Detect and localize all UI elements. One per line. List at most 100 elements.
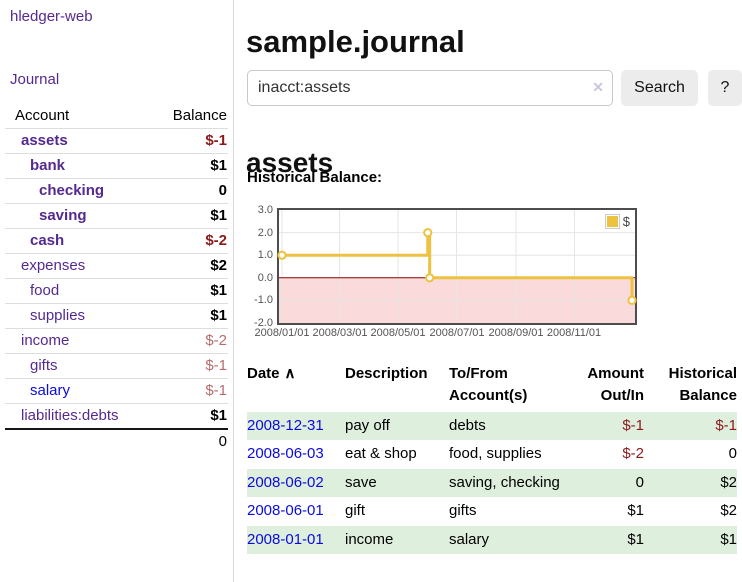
account-balance: $1 [155,153,228,179]
chart-plot-area[interactable]: $ [277,208,637,325]
x-tick-label: 2008/01/01 [254,327,310,339]
x-tick-label: 2008/07/01 [429,327,485,339]
register-row: 2008-01-01 income salary $1 $1 [247,525,737,554]
register-accounts: saving, checking [449,473,560,491]
account-row: supplies $1 [5,303,228,329]
account-row: income $-2 [5,328,228,354]
app-brand-link[interactable]: hledger-web [10,8,93,25]
register-row: 2008-06-01 gift gifts $1 $2 [247,497,737,526]
accounts-total-value: 0 [155,428,228,454]
account-row: saving $1 [5,203,228,229]
y-tick-label: 3.0 [257,204,273,216]
account-link[interactable]: income [21,332,70,349]
register-accounts: food, supplies [449,445,542,462]
account-balance: $-1 [155,353,228,379]
register-row: 2008-06-02 save saving, checking 0 $2 [247,468,737,497]
chart-legend: $ [604,214,630,229]
sort-ascending-icon: ∧ [284,365,296,382]
chart-label: Historical Balance: [247,169,383,186]
register-header-date[interactable]: Date ∧ [247,365,296,382]
account-row: cash $-2 [5,228,228,254]
x-tick-label: 2008/09/01 [488,327,544,339]
account-link[interactable]: liabilities:debts [21,407,119,424]
register-amount: $1 [627,530,644,548]
account-balance: $-1 [155,378,228,404]
register-header-row: Date ∧ Description To/From Account(s) Amo… [247,361,737,412]
register-description: eat & shop [345,445,417,462]
account-link[interactable]: supplies [30,307,86,324]
account-link[interactable]: cash [30,232,65,249]
register-header-accounts: To/From Account(s) [449,365,528,404]
account-balance: $1 [155,203,228,229]
accounts-header-balance: Balance [155,104,228,129]
account-row: salary $-1 [5,378,228,404]
register-header-balance: Historical Balance [668,365,737,404]
account-row: bank $1 [5,153,228,179]
register-balance: $2 [720,502,737,519]
register-date-link[interactable]: 2008-12-31 [247,416,324,434]
clear-search-icon[interactable]: ✕ [592,79,604,95]
register-amount: $-1 [622,416,644,434]
y-tick-label: 1.0 [257,249,273,261]
register-date-link[interactable]: 2008-06-03 [247,445,324,462]
register-description: save [345,473,377,491]
search-input[interactable] [247,70,613,106]
account-balance: $-1 [155,128,228,154]
register-header-amount: Amount Out/In [587,365,644,404]
chart-canvas [277,210,637,323]
account-link[interactable]: gifts [30,357,58,374]
account-link[interactable]: salary [30,382,71,399]
register-row: 2008-06-03 eat & shop food, supplies $-2 0 [247,440,737,469]
search-button[interactable]: Search [621,70,698,106]
register-accounts: gifts [449,502,477,519]
account-row: food $1 [5,278,228,304]
account-link[interactable]: expenses [21,257,86,274]
account-link[interactable]: food [30,282,60,299]
x-tick-label: 2008/11/01 [546,327,602,339]
legend-swatch-icon [604,214,620,229]
x-tick-label: 2008/05/01 [370,327,426,339]
account-link[interactable]: bank [30,157,66,174]
nav-journal-link[interactable]: Journal [10,71,60,88]
register-amount: $1 [627,502,644,519]
legend-label: $ [622,214,630,229]
account-row: liabilities:debts $1 [5,403,228,430]
accounts-total-row: 0 [5,428,228,454]
account-row: gifts $-1 [5,353,228,379]
accounts-table: Account Balance assets $-1 bank $1 checking 0… [5,104,228,454]
register-amount: 0 [635,473,644,491]
accounts-header-account: Account [5,104,156,129]
accounts-header-row: Account Balance [5,104,228,129]
register-description: income [345,530,394,548]
x-tick-label: 2008/03/01 [312,327,368,339]
account-balance: $-2 [155,328,228,354]
account-balance: $2 [155,253,228,279]
register-date-link[interactable]: 2008-01-01 [247,530,324,548]
account-balance: $1 [155,303,228,329]
account-link[interactable]: checking [39,182,105,199]
register-amount: $-2 [622,445,644,462]
register-balance: $-1 [715,416,737,434]
y-tick-label: -2.0 [254,317,273,329]
account-balance: 0 [155,178,228,204]
account-row: expenses $2 [5,253,228,279]
account-row: assets $-1 [5,128,228,154]
y-tick-label: 2.0 [257,227,273,239]
page-title: sample.journal [246,23,465,59]
register-date-link[interactable]: 2008-06-02 [247,473,324,491]
account-row: checking 0 [5,178,228,204]
account-link[interactable]: assets [21,132,68,149]
register-description: gift [345,502,366,519]
register-balance: 0 [728,445,737,462]
y-tick-label: 0.0 [257,272,273,284]
y-tick-label: -1.0 [254,294,273,306]
account-link[interactable]: saving [39,207,87,224]
help-button[interactable]: ? [708,70,742,106]
historical-balance-chart: 3.0 2.0 1.0 0.0 -1.0 -2.0 $ 2008/01/01 2008/03… [247,204,687,343]
account-title: assets [246,147,334,179]
sidebar: hledger-web Journal Account Balance asse… [0,0,234,582]
register-date-link[interactable]: 2008-06-01 [247,502,324,519]
search-bar: ✕ Search ? [247,70,742,106]
register-header-description: Description [345,365,428,382]
register-balance: $1 [720,530,737,548]
